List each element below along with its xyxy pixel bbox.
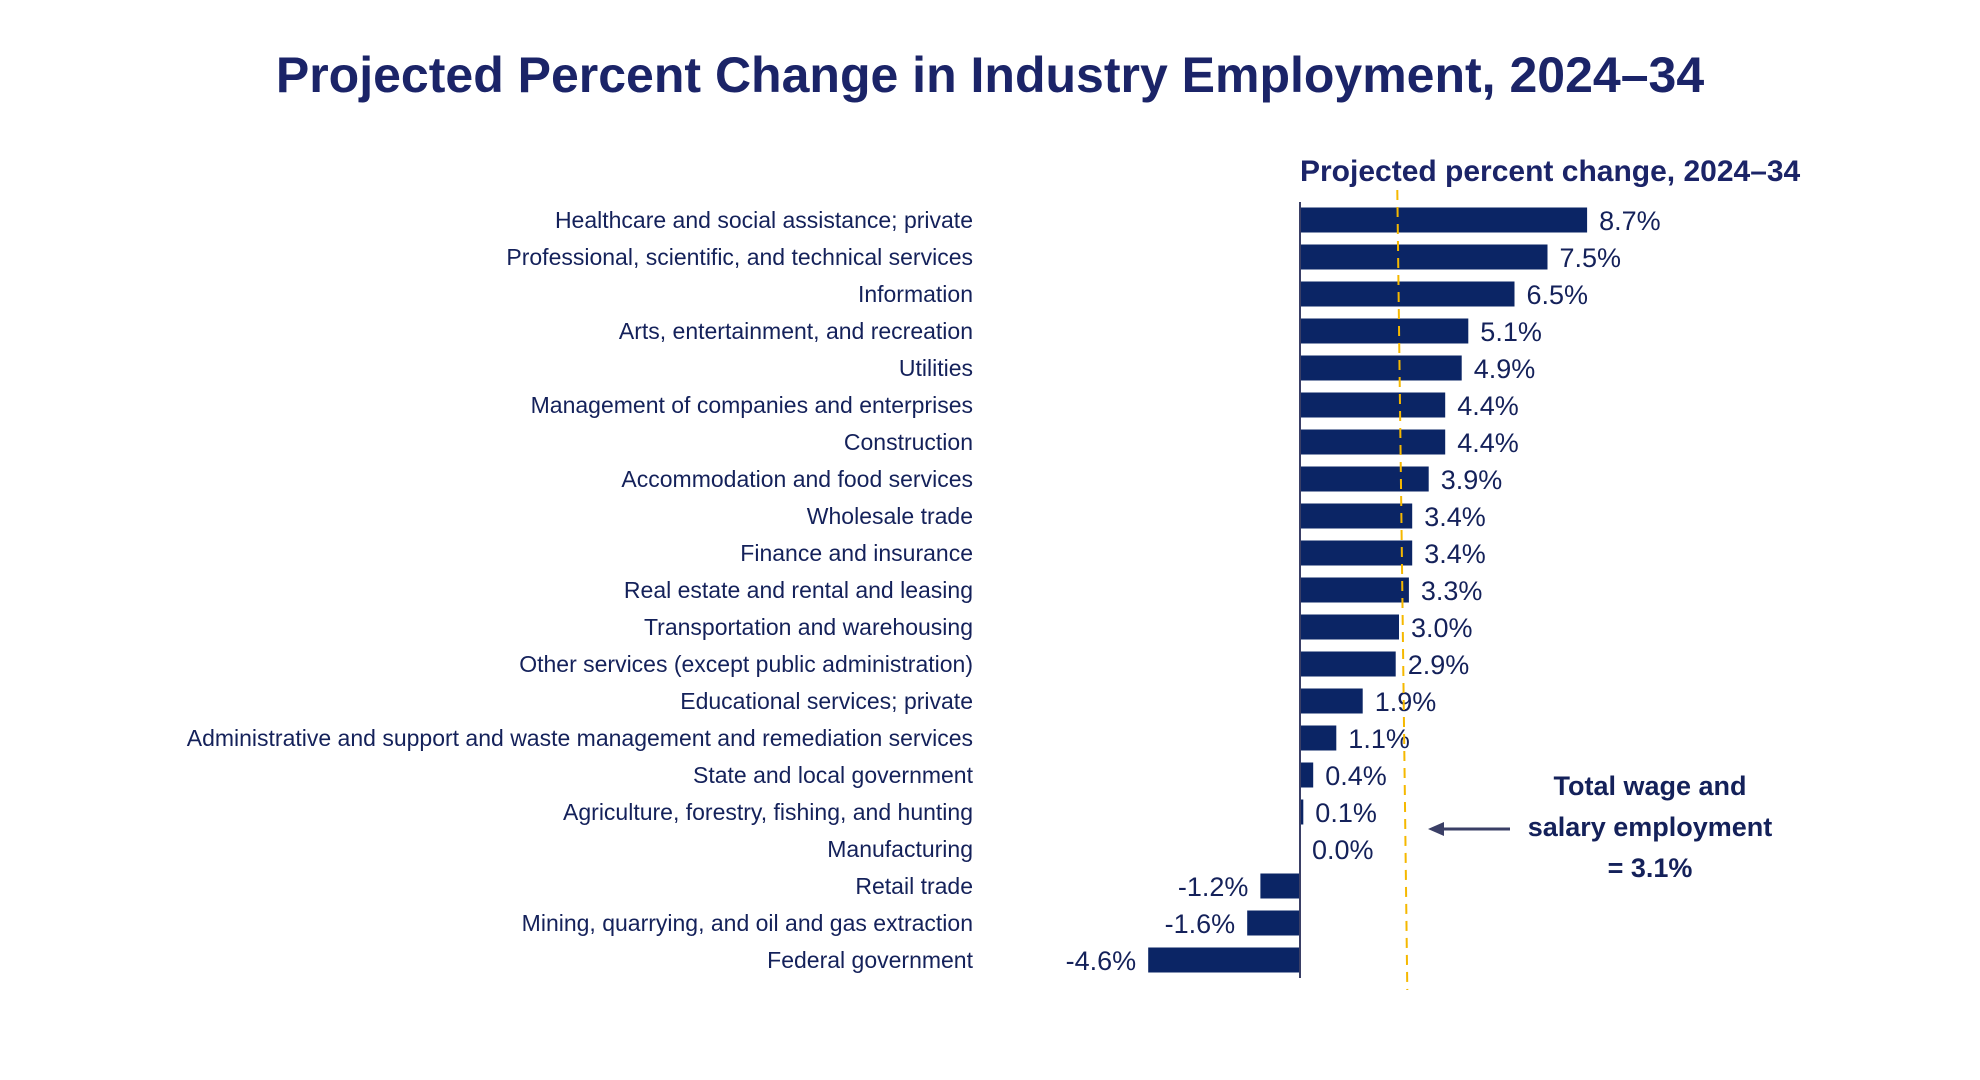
data-label: -1.6% [1165, 909, 1236, 939]
category-label: Transportation and warehousing [644, 614, 973, 640]
category-label: Wholesale trade [807, 503, 973, 529]
bar [1300, 540, 1413, 566]
data-label: 0.1% [1315, 798, 1377, 828]
bar [1300, 429, 1446, 455]
data-label: 1.9% [1375, 687, 1437, 717]
category-label: Arts, entertainment, and recreation [619, 318, 973, 344]
bar [1260, 873, 1300, 899]
data-label: -4.6% [1066, 946, 1137, 976]
category-label: Information [858, 281, 973, 307]
category-label: Real estate and rental and leasing [624, 577, 973, 603]
category-label: Educational services; private [680, 688, 973, 714]
data-label: 3.3% [1421, 576, 1483, 606]
data-label: 1.1% [1348, 724, 1410, 754]
bar [1300, 651, 1396, 677]
data-label: 3.4% [1424, 502, 1486, 532]
category-label: Federal government [767, 947, 973, 973]
data-label: 3.0% [1411, 613, 1473, 643]
bar [1247, 910, 1300, 936]
data-label: 4.4% [1457, 428, 1519, 458]
data-label: 5.1% [1480, 317, 1542, 347]
data-label: -1.2% [1178, 872, 1249, 902]
data-label: 6.5% [1527, 280, 1589, 310]
category-label: Mining, quarrying, and oil and gas extra… [522, 910, 973, 936]
bar [1300, 207, 1588, 233]
arrow-left-icon [1428, 822, 1444, 836]
bar [1300, 762, 1314, 788]
category-label: Finance and insurance [740, 540, 973, 566]
bar [1300, 281, 1515, 307]
reference-annotation: Total wage and [1553, 771, 1746, 801]
data-label: 4.9% [1474, 354, 1536, 384]
category-label: State and local government [693, 762, 974, 788]
bar [1300, 318, 1469, 344]
category-label: Healthcare and social assistance; privat… [555, 207, 973, 233]
reference-annotation: salary employment [1528, 812, 1773, 842]
bar [1300, 503, 1413, 529]
category-label: Construction [844, 429, 973, 455]
data-label: 0.0% [1312, 835, 1374, 865]
category-label: Utilities [899, 355, 973, 381]
data-label: 3.4% [1424, 539, 1486, 569]
bar [1300, 614, 1399, 640]
reference-line [1396, 189, 1409, 991]
bar [1300, 466, 1429, 492]
reference-annotation: = 3.1% [1608, 853, 1693, 883]
bar [1300, 392, 1446, 418]
category-label: Administrative and support and waste man… [187, 725, 973, 751]
data-label: 0.4% [1325, 761, 1387, 791]
chart-title: Projected Percent Change in Industry Emp… [276, 47, 1704, 103]
bar [1300, 355, 1462, 381]
bar [1300, 688, 1363, 714]
data-label: 2.9% [1408, 650, 1470, 680]
category-label: Agriculture, forestry, fishing, and hunt… [563, 799, 973, 825]
category-label: Retail trade [855, 873, 973, 899]
bar [1300, 244, 1548, 270]
category-label: Other services (except public administra… [519, 651, 973, 677]
data-label: 4.4% [1457, 391, 1519, 421]
bar [1300, 725, 1337, 751]
category-label: Manufacturing [827, 836, 973, 862]
data-label: 7.5% [1560, 243, 1622, 273]
category-label: Professional, scientific, and technical … [506, 244, 973, 270]
bar [1300, 799, 1304, 825]
data-label: 3.9% [1441, 465, 1503, 495]
category-label: Management of companies and enterprises [531, 392, 973, 418]
category-label: Accommodation and food services [621, 466, 973, 492]
chart-subtitle: Projected percent change, 2024–34 [1300, 155, 1801, 188]
bar [1148, 947, 1300, 973]
data-label: 8.7% [1599, 206, 1661, 236]
bar [1300, 577, 1409, 603]
